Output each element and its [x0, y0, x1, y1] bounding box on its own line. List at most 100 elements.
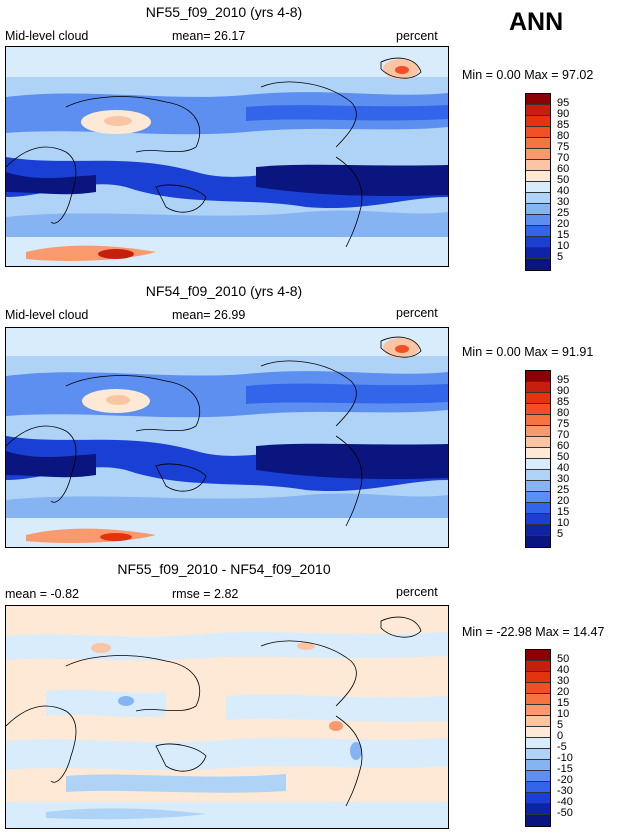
- panel-3-colorbar-tick: -50: [557, 807, 573, 819]
- panel-1-colorbar-cell: [526, 149, 550, 160]
- panel-1-colorbar-tick: 20: [557, 218, 570, 230]
- panel-3-colorbar-tick: -15: [557, 763, 573, 775]
- panel-3-colorbar-cell: [526, 782, 550, 793]
- panel-2-colorbar-cell: [526, 525, 550, 536]
- panel-3-colorbar-tick: -5: [557, 741, 567, 753]
- panel-1-colorbar-cell: [526, 94, 550, 105]
- panel-1-colorbar-tick: 40: [557, 185, 570, 197]
- panel-3-colorbar-cell: [526, 661, 550, 672]
- panel-2-colorbar-tick: 10: [557, 517, 570, 529]
- panel-1-colorbar-cell: [526, 182, 550, 193]
- panel-2-colorbar-cell: [526, 514, 550, 525]
- panel-2-colorbar: [525, 370, 551, 548]
- panel-2-colorbar-cell: [526, 382, 550, 393]
- panel-3-colorbar-tick: 30: [557, 675, 570, 687]
- panel-1-colorbar-cell: [526, 160, 550, 171]
- panel-1-title: NF55_f09_2010 (yrs 4-8): [145, 4, 303, 20]
- panel-3-colorbar-tick: 10: [557, 708, 570, 720]
- panel-1-colorbar-tick: 95: [557, 97, 570, 109]
- panel-3-colorbar: [525, 649, 551, 827]
- panel-3-colorbar-cell: [526, 749, 550, 760]
- panel-3-colorbar-cell: [526, 815, 550, 826]
- panel-2-colorbar-cell: [526, 415, 550, 426]
- panel-3-colorbar-cell: [526, 738, 550, 749]
- panel-1-colorbar-tick: 80: [557, 130, 570, 142]
- panel-1-colorbar-tick: 30: [557, 196, 570, 208]
- panel-2-colorbar-tick: 90: [557, 385, 570, 397]
- panel-3-colorbar-tick: 15: [557, 697, 570, 709]
- panel-2-colorbar-tick: 70: [557, 429, 570, 441]
- season-label: ANN: [509, 8, 564, 36]
- panel-2-colorbar-cell: [526, 393, 550, 404]
- panel-2-colorbar-cell: [526, 404, 550, 415]
- panel-2-colorbar-cell: [526, 448, 550, 459]
- panel-2-colorbar-tick: 20: [557, 495, 570, 507]
- panel-3-colorbar-tick: 0: [557, 730, 564, 742]
- panel-1-colorbar-cell: [526, 226, 550, 237]
- panel-2-min-max: Min = 0.00 Max = 91.91: [462, 345, 594, 359]
- panel-2-colorbar-tick: 15: [557, 506, 570, 518]
- panel-1-colorbar-cell: [526, 204, 550, 215]
- panel-2-colorbar-tick: 85: [557, 396, 570, 408]
- panel-2-colorbar-tick: 95: [557, 374, 570, 386]
- panel-3-colorbar-tick: -20: [557, 774, 573, 786]
- panel-2-colorbar-cell: [526, 536, 550, 547]
- panel-2-colorbar-cell: [526, 426, 550, 437]
- panel-2-colorbar-tick: 60: [557, 440, 570, 452]
- panel-3-map-svg: [6, 606, 448, 828]
- panel-3-colorbar-cell: [526, 694, 550, 705]
- panel-3-colorbar-cell: [526, 672, 550, 683]
- panel-3-colorbar-cell: [526, 727, 550, 738]
- panel-3-colorbar-cell: [526, 650, 550, 661]
- panel-2-colorbar-tick: 50: [557, 451, 570, 463]
- panel-1-colorbar-tick: 85: [557, 119, 570, 131]
- panel-1-units: percent: [396, 29, 438, 43]
- panel-3-colorbar-tick: -10: [557, 752, 573, 764]
- panel-3-colorbar-tick: -30: [557, 785, 573, 797]
- panel-1-colorbar-cell: [526, 105, 550, 116]
- panel-2-title: NF54_f09_2010 (yrs 4-8): [145, 283, 303, 299]
- panel-1-map-svg: [6, 47, 448, 266]
- panel-1-colorbar-cell: [526, 259, 550, 270]
- panel-2-mean: mean= 26.99: [172, 308, 246, 322]
- panel-1-colorbar-tick: 75: [557, 141, 570, 153]
- panel-3-colorbar-tick: 5: [557, 719, 564, 731]
- panel-1-colorbar: [525, 93, 551, 271]
- panel-1-colorbar-cell: [526, 127, 550, 138]
- panel-2-colorbar-cell: [526, 492, 550, 503]
- panel-2-map: [5, 327, 449, 548]
- panel-1-map: [5, 46, 449, 267]
- panel-2-colorbar-tick: 5: [557, 528, 564, 540]
- panel-3-mean: mean = -0.82: [5, 587, 80, 601]
- panel-2-colorbar-tick: 30: [557, 473, 570, 485]
- panel-1-colorbar-cell: [526, 215, 550, 226]
- panel-1-colorbar-cell: [526, 171, 550, 182]
- panel-2-colorbar-tick: 75: [557, 418, 570, 430]
- panel-1-min-max: Min = 0.00 Max = 97.02: [462, 68, 594, 82]
- panel-2-colorbar-tick: 80: [557, 407, 570, 419]
- panel-3-colorbar-cell: [526, 683, 550, 694]
- panel-2-colorbar-cell: [526, 503, 550, 514]
- panel-1-colorbar-cell: [526, 248, 550, 259]
- panel-3-colorbar-tick: 50: [557, 653, 570, 665]
- panel-3-min-max: Min = -22.98 Max = 14.47: [462, 625, 605, 639]
- panel-3-colorbar-tick: -40: [557, 796, 573, 808]
- panel-1-colorbar-tick: 15: [557, 229, 570, 241]
- panel-3-colorbar-tick: 40: [557, 664, 570, 676]
- panel-1-colorbar-cell: [526, 138, 550, 149]
- panel-2-colorbar-cell: [526, 459, 550, 470]
- panel-3-colorbar-cell: [526, 771, 550, 782]
- panel-3-units: percent: [396, 585, 438, 599]
- panel-2-units: percent: [396, 306, 438, 320]
- panel-1-colorbar-tick: 70: [557, 152, 570, 164]
- panel-2-colorbar-cell: [526, 470, 550, 481]
- panel-1-colorbar-cell: [526, 237, 550, 248]
- panel-3-map: [5, 605, 449, 829]
- panel-2-colorbar-tick: 40: [557, 462, 570, 474]
- panel-3-title: NF55_f09_2010 - NF54_f09_2010: [117, 561, 331, 577]
- panel-3-colorbar-cell: [526, 793, 550, 804]
- panel-1-colorbar-tick: 5: [557, 251, 564, 263]
- panel-1-colorbar-tick: 60: [557, 163, 570, 175]
- panel-1-mean: mean= 26.17: [172, 29, 246, 43]
- panel-3-colorbar-cell: [526, 760, 550, 771]
